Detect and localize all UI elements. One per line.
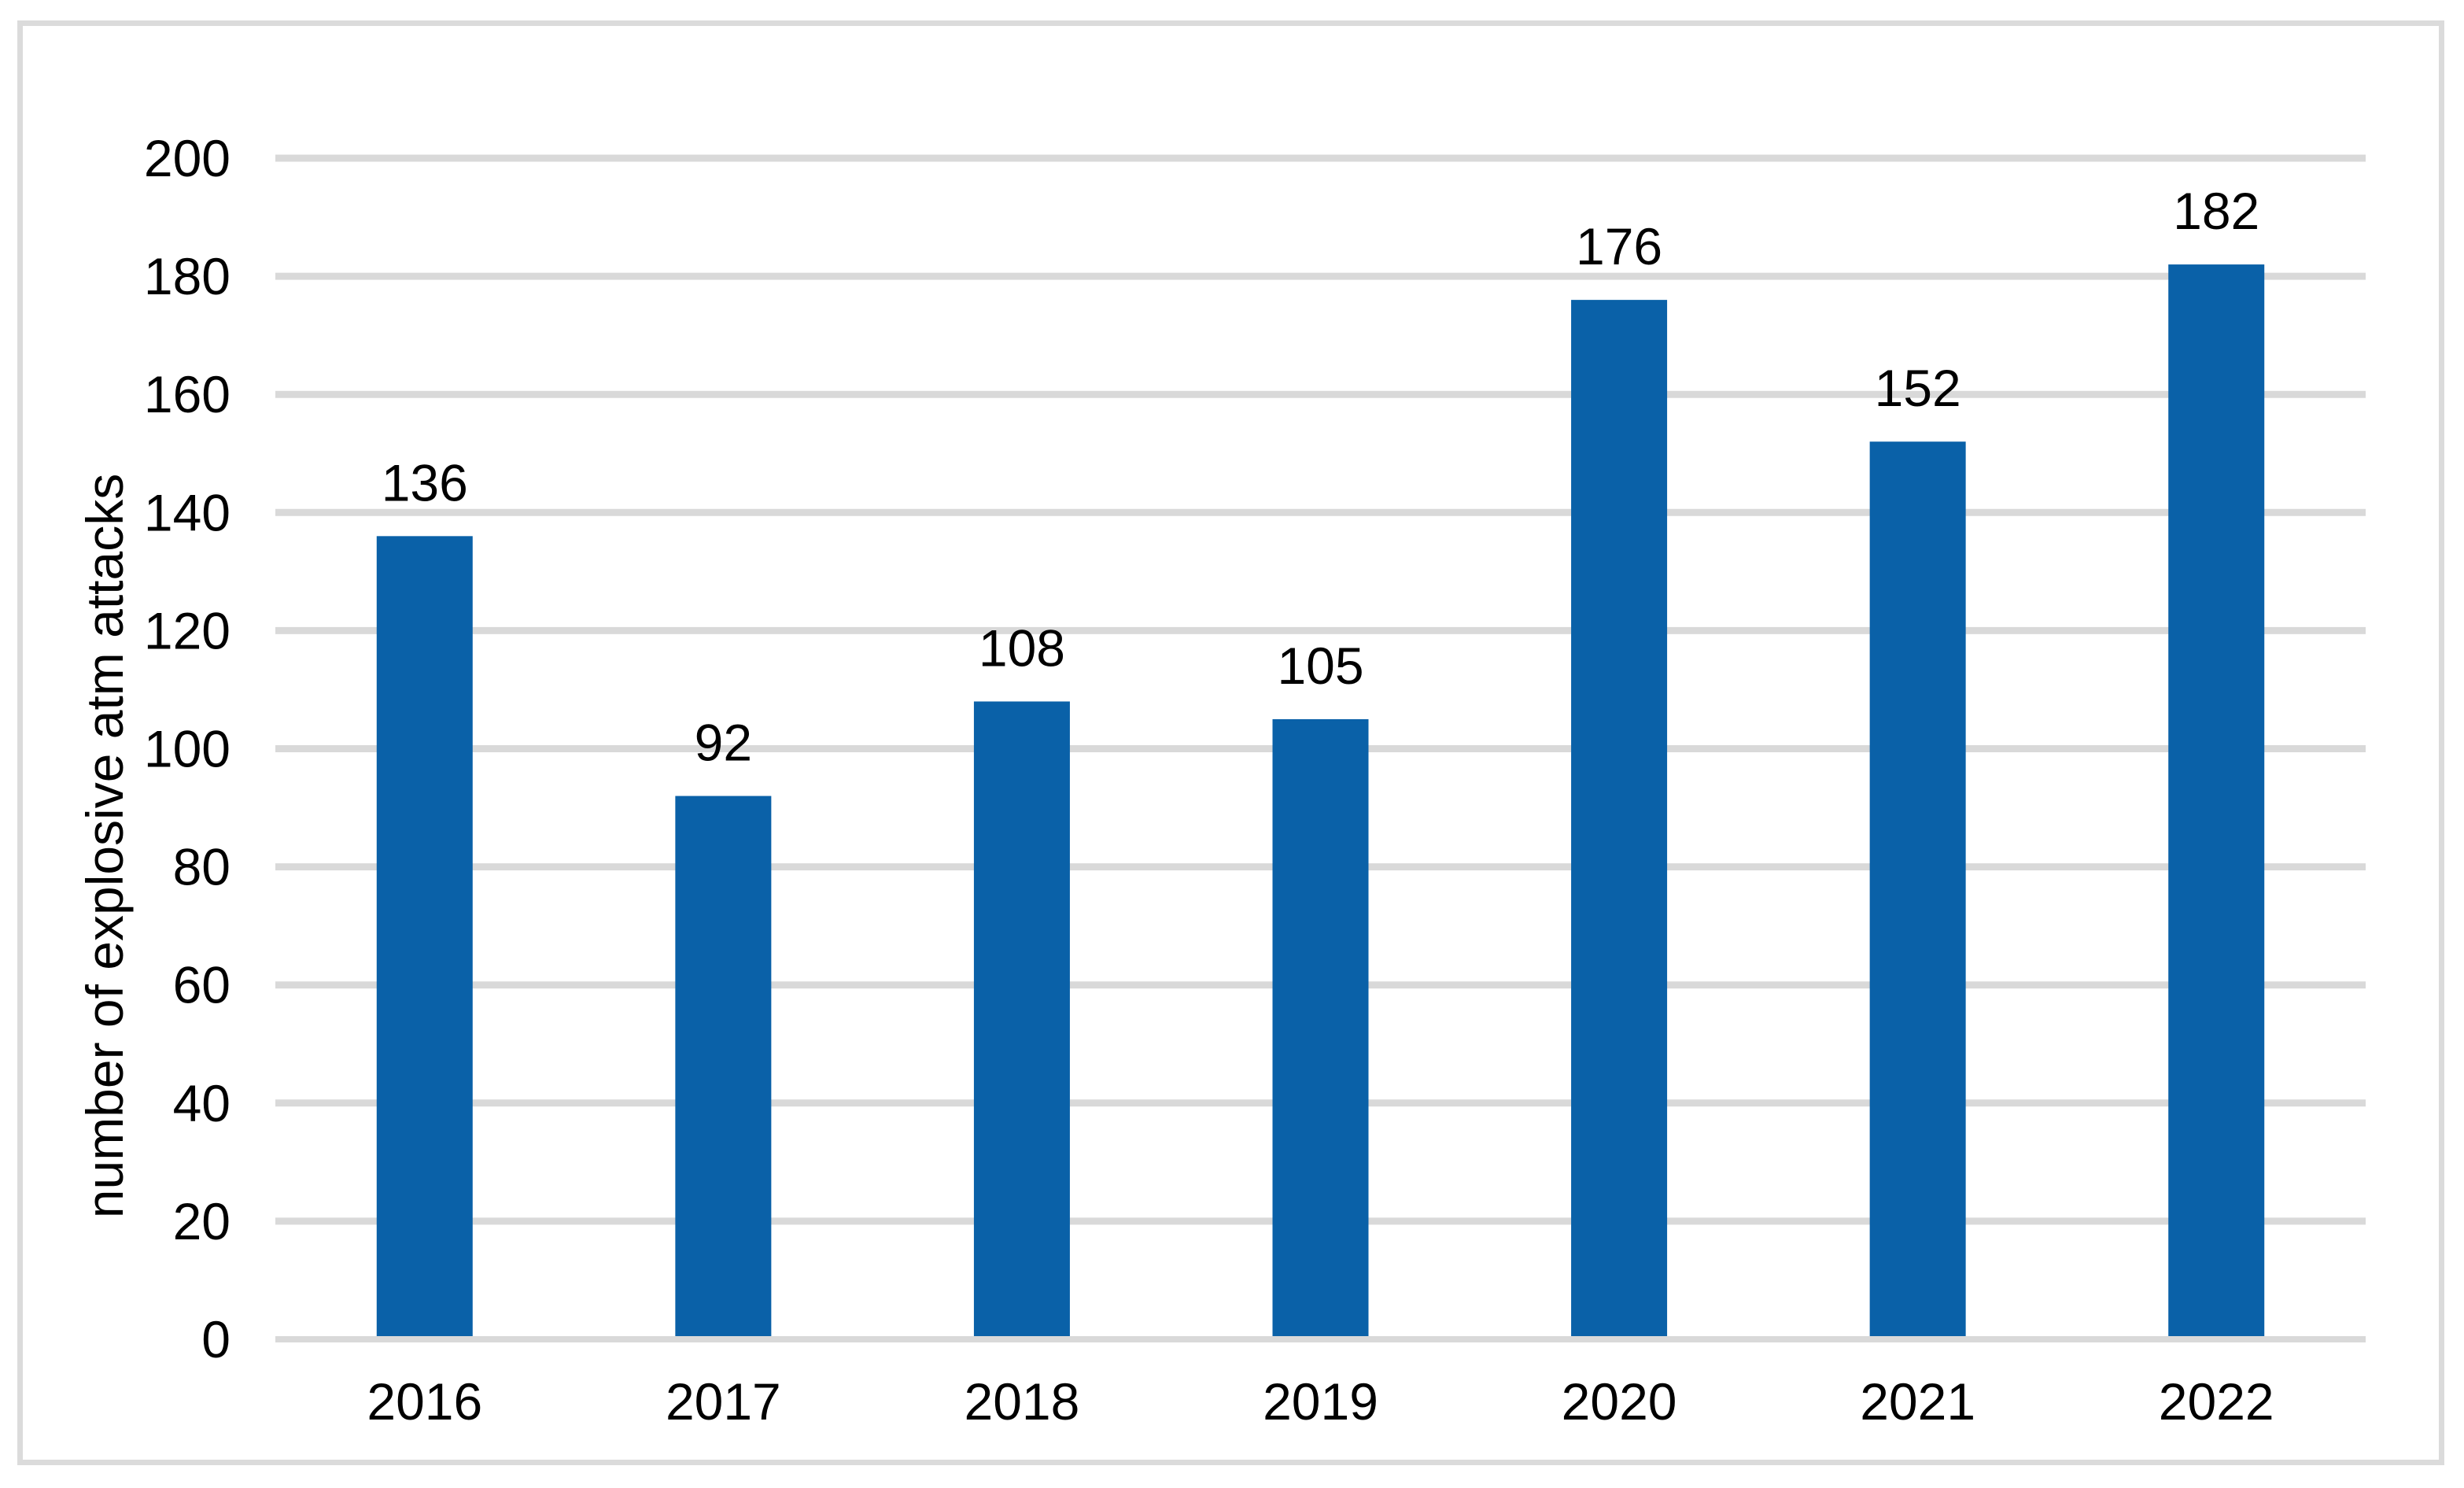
bar-value-label: 105	[1277, 637, 1363, 695]
y-axis-tick-label: 100	[144, 720, 231, 778]
x-axis-tick-label: 2020	[1562, 1372, 1677, 1431]
x-axis-tick-label: 2021	[1860, 1372, 1975, 1431]
x-axis-tick-label: 2017	[666, 1372, 781, 1431]
bar-value-labels: 136 92 108 105 176 152 182	[382, 182, 2260, 771]
y-axis-tick-label: 120	[144, 601, 231, 659]
bar-2022	[2168, 264, 2265, 1337]
x-axis-tick-label: 2019	[1263, 1372, 1378, 1431]
bar-2017	[675, 796, 772, 1336]
bar-2016	[376, 536, 473, 1336]
chart-frame-border	[17, 20, 2444, 1465]
y-axis-title: number of explosive atm attacks	[76, 474, 134, 1218]
y-axis-tick-label: 20	[173, 1192, 231, 1250]
bar-value-label: 136	[382, 453, 468, 511]
y-axis-tick-label: 80	[173, 838, 231, 896]
bar-value-label: 182	[2173, 182, 2259, 240]
bar-2021	[1869, 441, 1966, 1336]
y-axis-tick-label: 40	[173, 1074, 231, 1132]
bar-series	[376, 264, 2265, 1337]
bar-2019	[1272, 718, 1369, 1336]
y-axis-tick-label: 180	[144, 247, 231, 305]
y-axis-tick-label: 140	[144, 483, 231, 541]
x-axis-tick-label: 2018	[965, 1372, 1080, 1431]
y-axis-tick-label: 0	[201, 1310, 231, 1368]
bar-2020	[1571, 300, 1668, 1336]
y-axis-tick-labels: 0 20 40 60 80 100 120 140 160 180 200	[144, 129, 231, 1368]
y-axis-tick-label: 200	[144, 129, 231, 187]
y-axis-tick-label: 160	[144, 365, 231, 423]
bar-2018	[973, 701, 1070, 1336]
bar-value-label: 108	[979, 618, 1065, 677]
x-axis-tick-label: 2022	[2159, 1372, 2274, 1431]
x-axis-tick-label: 2016	[367, 1372, 482, 1431]
y-axis-tick-label: 60	[173, 956, 231, 1014]
x-axis-tick-labels: 2016 2017 2018 2019 2020 2021 2022	[367, 1372, 2274, 1431]
bar-value-label: 176	[1576, 217, 1662, 275]
bar-value-label: 152	[1875, 359, 1961, 417]
bar-value-label: 92	[695, 714, 752, 772]
gridlines	[275, 154, 2366, 1225]
